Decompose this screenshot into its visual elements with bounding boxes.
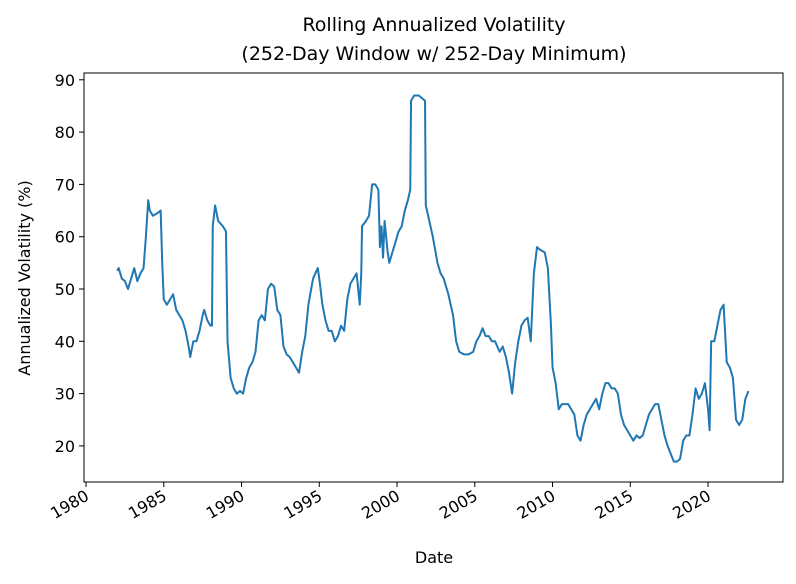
y-tick-label: 30: [55, 385, 75, 404]
x-tick-label: 2015: [592, 486, 637, 523]
y-tick-label: 40: [55, 332, 75, 351]
y-tick-label: 70: [55, 175, 75, 194]
x-tick-label: 1990: [203, 486, 248, 523]
x-tick-label: 1985: [125, 486, 170, 523]
x-tick-label: 1980: [47, 486, 92, 523]
y-axis-label: Annualized Volatility (%): [15, 180, 34, 375]
x-tick-label: 1995: [281, 486, 326, 523]
x-tick-label: 2000: [358, 486, 403, 523]
y-tick-label: 60: [55, 228, 75, 247]
y-tick-label: 90: [55, 71, 75, 90]
x-tick-label: 2020: [669, 486, 714, 523]
plot-frame: [83, 72, 784, 483]
chart-subtitle: (252-Day Window w/ 252-Day Minimum): [241, 43, 626, 65]
y-tick-label: 50: [55, 280, 75, 299]
y-tick-label: 20: [55, 437, 75, 456]
x-tick-label: 2010: [514, 486, 559, 523]
x-tick-label: 2005: [436, 486, 481, 523]
x-axis-label: Date: [415, 548, 453, 567]
line: [116, 94, 750, 463]
y-tick-label: 80: [55, 123, 75, 142]
chart-title: Rolling Annualized Volatility: [302, 14, 565, 36]
